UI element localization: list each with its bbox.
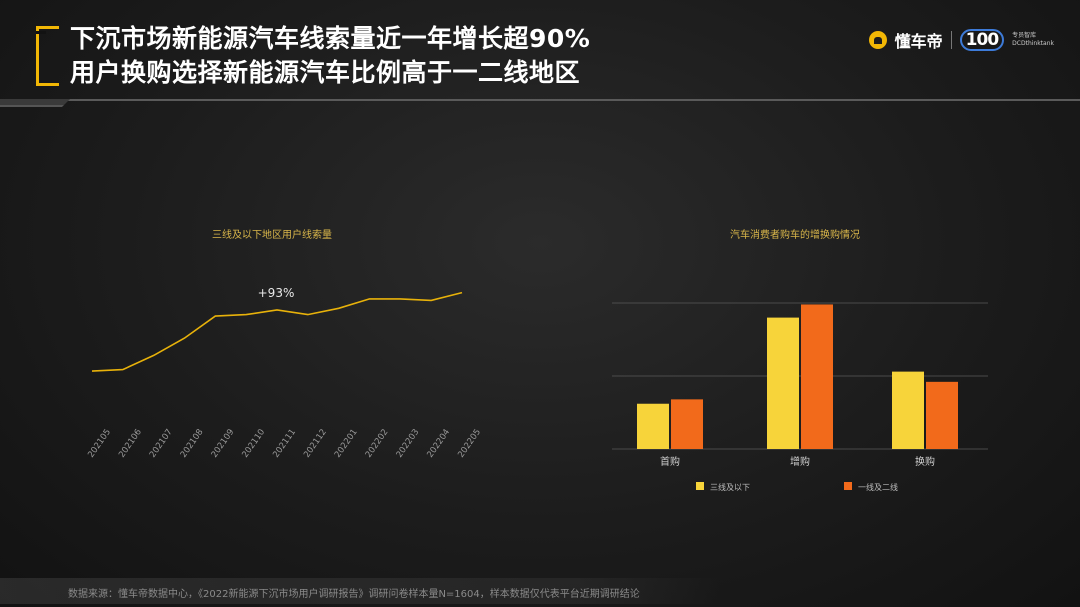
bar-0-0 <box>637 403 669 449</box>
bar-0-1 <box>671 399 703 449</box>
x-tick-label: 202205 <box>456 427 483 459</box>
logo-sub-line2: DCDthinktank <box>1012 40 1054 47</box>
legend-label-1: 一线及二线 <box>858 482 898 492</box>
x-tick-label: 202112 <box>302 427 329 459</box>
legend-label-0: 三线及以下 <box>710 482 750 492</box>
brand-name: 懂车帝 <box>894 32 943 51</box>
data-source-note: 数据来源：懂车帝数据中心，《2022新能源下沉市场用户调研报告》调研问卷样本量N… <box>68 589 640 600</box>
category-label: 首购 <box>660 455 680 468</box>
x-tick-label: 202108 <box>179 427 206 459</box>
legend-swatch-1 <box>844 482 852 490</box>
logo-sub-line1: 专员智库 <box>1012 32 1037 39</box>
title-block: 下沉市场新能源汽车线索量近一年增长超90% 用户换购选择新能源汽车比例高于一二线… <box>70 22 590 90</box>
x-tick-label: 202201 <box>333 427 360 459</box>
bar-1-0 <box>767 317 799 449</box>
category-label: 换购 <box>915 455 935 468</box>
x-tick-label: 202109 <box>210 427 237 459</box>
bar-2-1 <box>926 381 958 449</box>
x-tick-label: 202106 <box>117 427 144 459</box>
x-tick-label: 202203 <box>395 427 422 459</box>
line-series <box>91 291 463 372</box>
bar-2-0 <box>892 371 924 449</box>
logo-separator <box>950 31 952 49</box>
bar-chart-title: 汽车消费者购车的增换购情况 <box>730 230 860 241</box>
title-bracket-decoration <box>36 26 59 86</box>
x-tick-label: 202111 <box>271 427 298 459</box>
legend-swatch-0 <box>696 482 704 490</box>
line-chart: 202105 202106 202107 202108 202109 202110 2021… <box>86 286 483 460</box>
x-tick-label: 202110 <box>240 427 267 459</box>
growth-annotation: +93% <box>258 286 295 300</box>
brand-mark-icon <box>868 31 887 49</box>
page-subtitle: 用户换购选择新能源汽车比例高于一二线地区 <box>70 58 581 87</box>
logo-subtitle: 专员智库 DCDthinktank <box>1012 32 1054 48</box>
category-label: 增购 <box>790 455 810 468</box>
brand-logo: 懂车帝 100 专员智库 DCDthinktank <box>868 28 1054 52</box>
x-tick-label: 202202 <box>364 427 391 459</box>
page-title: 下沉市场新能源汽车线索量近一年增长超90% <box>70 24 591 53</box>
x-tick-label: 202107 <box>148 427 175 459</box>
badge-100: 100 <box>959 29 1005 51</box>
x-tick-label: 202204 <box>425 427 452 459</box>
bar-1-1 <box>801 304 833 449</box>
header-divider <box>0 99 1080 107</box>
footer-band <box>0 578 720 604</box>
x-tick-label: 202105 <box>86 427 113 459</box>
line-chart-title: 三线及以下地区用户线索量 <box>212 230 332 241</box>
